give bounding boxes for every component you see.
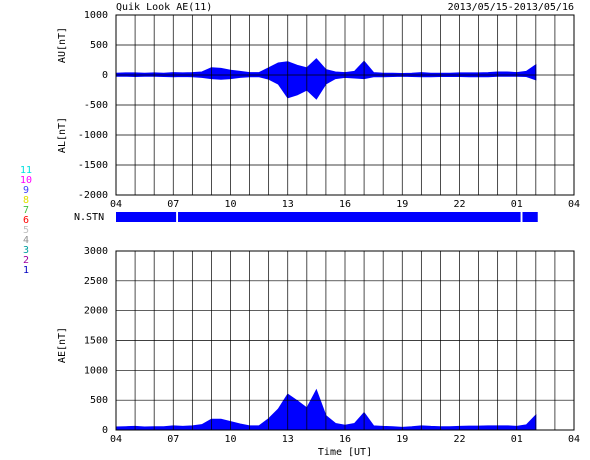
x-axis-title: Time [UT] [318,447,372,458]
x-tick-label: 19 [396,434,408,445]
x-tick-label: 22 [453,434,465,445]
x-tick-label: 16 [339,199,351,210]
station-legend-label: 9 [23,185,29,196]
y-tick-label: 3000 [84,246,108,257]
station-legend-label: 8 [23,195,29,206]
station-legend-label: 2 [23,255,29,266]
y-tick-label: -1000 [78,130,108,141]
data-area [115,58,537,76]
station-legend-label: 10 [20,175,32,186]
x-tick-label: 04 [568,199,580,210]
x-tick-label: 10 [224,199,236,210]
y-axis-title: AL[nT] [57,117,68,153]
x-tick-label: 07 [167,434,179,445]
x-tick-label: 07 [167,199,179,210]
y-tick-label: 1500 [84,336,108,347]
x-tick-label: 04 [110,434,122,445]
station-bar [116,212,177,222]
y-tick-label: 1000 [84,10,108,21]
y-tick-label: -2000 [78,190,108,201]
station-legend-label: 11 [20,165,32,176]
x-tick-label: 10 [224,434,236,445]
x-tick-label: 13 [282,199,294,210]
y-axis-title: AE[nT] [57,327,68,363]
station-legend-label: 7 [23,205,29,216]
y-tick-label: -1500 [78,160,108,171]
chart-title: Quik Look AE(11) [116,2,212,13]
data-area [115,388,537,431]
station-legend-label: 3 [23,245,29,256]
y-axis-title: AU[nT] [57,27,68,63]
x-tick-label: 01 [511,199,523,210]
y-tick-label: -500 [84,100,108,111]
y-tick-label: 0 [102,70,108,81]
x-tick-label: 13 [282,434,294,445]
plot-frame [115,14,575,196]
y-tick-label: 1000 [84,365,108,376]
y-tick-label: 2500 [84,276,108,287]
y-axis-title: N.STN [74,212,104,223]
plot-frame [115,250,575,431]
x-tick-label: 22 [453,199,465,210]
y-tick-label: 500 [90,40,108,51]
x-tick-label: 01 [511,434,523,445]
x-tick-label: 19 [396,199,408,210]
station-legend-label: 5 [23,225,29,236]
y-tick-label: 2000 [84,306,108,317]
y-tick-label: 500 [90,395,108,406]
x-tick-label: 04 [568,434,580,445]
station-legend-label: 6 [23,215,29,226]
x-tick-label: 16 [339,434,351,445]
station-legend-label: 4 [23,235,29,246]
y-tick-label: 0 [102,425,108,436]
station-legend-label: 1 [23,265,29,276]
station-bar [178,212,521,222]
date-range: 2013/05/15-2013/05/16 [448,2,574,13]
station-bar [522,212,538,222]
x-tick-label: 04 [110,199,122,210]
